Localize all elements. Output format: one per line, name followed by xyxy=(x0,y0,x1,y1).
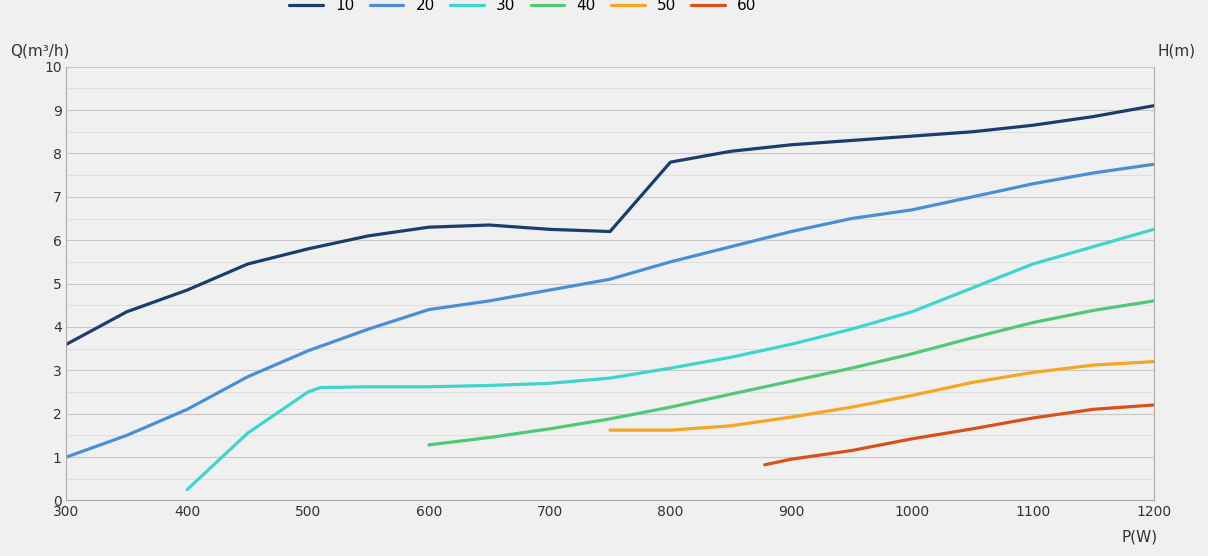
30 xyxy=(905,309,919,315)
10 xyxy=(603,228,617,235)
20 xyxy=(724,244,738,250)
50 xyxy=(905,392,919,399)
20 xyxy=(1086,170,1100,176)
10 xyxy=(301,246,315,252)
30 xyxy=(180,486,194,493)
20 xyxy=(120,432,134,439)
50 xyxy=(663,427,678,434)
Line: 30: 30 xyxy=(187,229,1154,490)
50 xyxy=(724,423,738,429)
40 xyxy=(422,441,436,448)
10 xyxy=(663,159,678,166)
40 xyxy=(724,391,738,398)
20 xyxy=(361,326,376,332)
60 xyxy=(905,435,919,442)
60 xyxy=(1026,415,1040,421)
20 xyxy=(301,348,315,354)
20 xyxy=(422,306,436,313)
60 xyxy=(965,425,980,432)
10 xyxy=(1086,113,1100,120)
20 xyxy=(482,297,496,304)
30 xyxy=(361,384,376,390)
20 xyxy=(180,406,194,413)
Line: 40: 40 xyxy=(429,301,1154,445)
60 xyxy=(844,447,859,454)
20 xyxy=(59,454,74,460)
40 xyxy=(603,415,617,422)
10 xyxy=(542,226,557,232)
20 xyxy=(1026,181,1040,187)
20 xyxy=(905,206,919,213)
20 xyxy=(844,215,859,222)
60 xyxy=(757,461,772,468)
10 xyxy=(965,128,980,135)
30 xyxy=(422,384,436,390)
20 xyxy=(240,374,255,380)
60 xyxy=(1146,401,1161,408)
60 xyxy=(784,456,798,463)
40 xyxy=(965,334,980,341)
40 xyxy=(784,378,798,385)
40 xyxy=(1146,297,1161,304)
30 xyxy=(1026,261,1040,267)
10 xyxy=(422,224,436,231)
20 xyxy=(603,276,617,282)
10 xyxy=(905,133,919,140)
10 xyxy=(1146,102,1161,109)
30 xyxy=(482,382,496,389)
10 xyxy=(180,287,194,294)
Line: 60: 60 xyxy=(765,405,1154,465)
Text: Q(m³/h): Q(m³/h) xyxy=(10,43,69,58)
10 xyxy=(361,232,376,239)
10 xyxy=(482,222,496,229)
40 xyxy=(663,404,678,410)
Line: 10: 10 xyxy=(66,106,1154,344)
20 xyxy=(663,259,678,265)
Text: P(W): P(W) xyxy=(1121,530,1157,545)
50 xyxy=(603,427,617,434)
30 xyxy=(724,354,738,361)
40 xyxy=(542,425,557,432)
20 xyxy=(784,228,798,235)
30 xyxy=(313,384,327,391)
20 xyxy=(1146,161,1161,167)
30 xyxy=(542,380,557,386)
10 xyxy=(784,141,798,148)
40 xyxy=(844,365,859,371)
Line: 50: 50 xyxy=(610,361,1154,430)
50 xyxy=(1146,358,1161,365)
30 xyxy=(784,341,798,348)
50 xyxy=(784,414,798,420)
40 xyxy=(1026,319,1040,326)
30 xyxy=(1146,226,1161,232)
10 xyxy=(1026,122,1040,128)
50 xyxy=(844,404,859,410)
30 xyxy=(603,375,617,381)
30 xyxy=(663,365,678,371)
30 xyxy=(301,389,315,395)
10 xyxy=(240,261,255,267)
20 xyxy=(965,193,980,200)
Legend: 10, 20, 30, 40, 50, 60: 10, 20, 30, 40, 50, 60 xyxy=(290,0,756,13)
Line: 20: 20 xyxy=(66,164,1154,457)
30 xyxy=(965,285,980,291)
10 xyxy=(59,341,74,348)
50 xyxy=(965,379,980,386)
30 xyxy=(844,326,859,332)
10 xyxy=(724,148,738,155)
60 xyxy=(1086,406,1100,413)
20 xyxy=(542,287,557,294)
30 xyxy=(240,430,255,436)
50 xyxy=(1086,362,1100,369)
40 xyxy=(905,350,919,357)
10 xyxy=(120,309,134,315)
40 xyxy=(1086,307,1100,314)
10 xyxy=(844,137,859,144)
30 xyxy=(1086,244,1100,250)
50 xyxy=(1026,369,1040,376)
Text: H(m): H(m) xyxy=(1157,43,1196,58)
40 xyxy=(482,434,496,441)
